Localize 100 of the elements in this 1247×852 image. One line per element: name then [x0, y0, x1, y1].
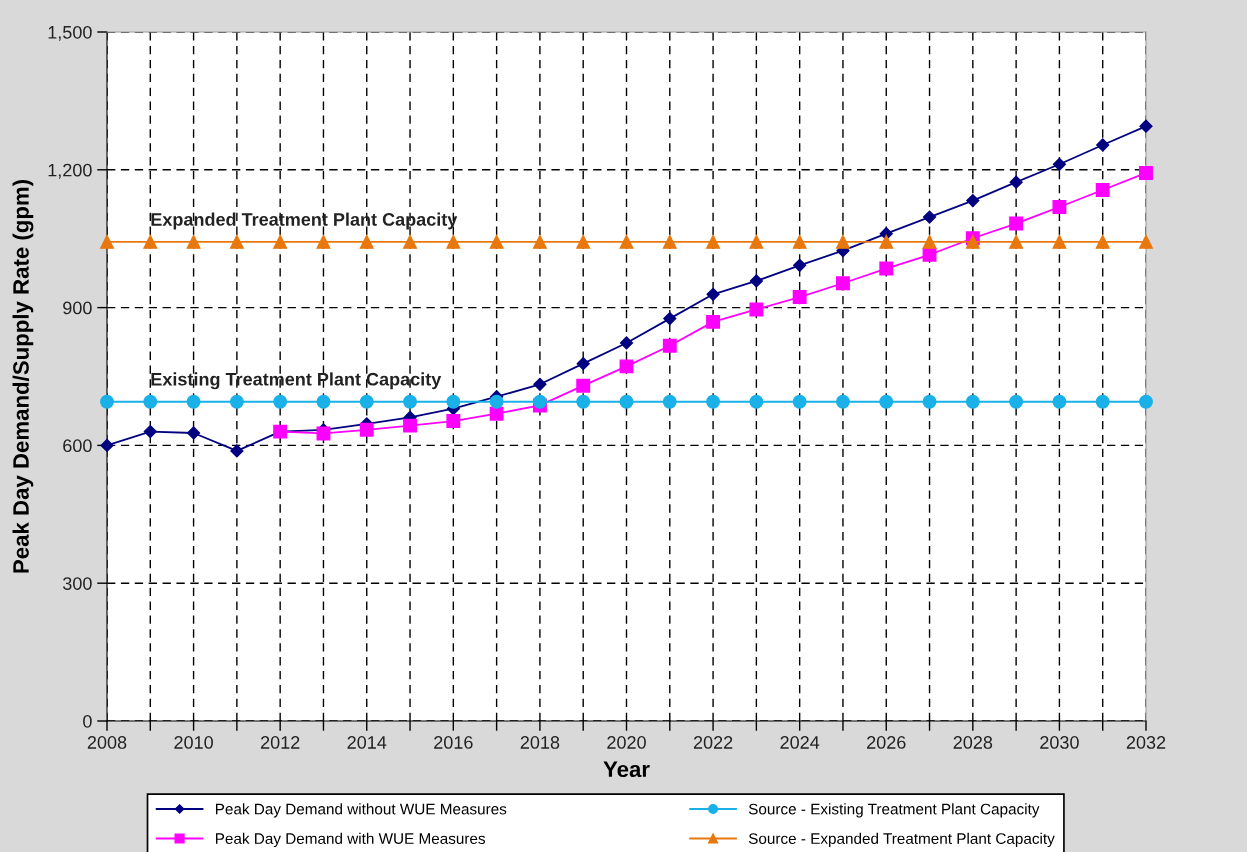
point	[836, 234, 850, 249]
point	[922, 210, 937, 224]
point	[1139, 166, 1153, 180]
point	[229, 234, 244, 249]
point	[532, 394, 547, 409]
point	[316, 394, 331, 409]
point	[576, 234, 591, 249]
point	[619, 336, 634, 350]
point	[576, 394, 591, 409]
point	[792, 394, 807, 409]
point	[186, 394, 201, 409]
point	[489, 234, 504, 249]
annotation: Existing Treatment Plant Capacity	[151, 372, 442, 390]
point	[836, 394, 850, 409]
point	[749, 274, 763, 288]
x-tick-label: 2026	[867, 736, 906, 749]
point	[1052, 234, 1067, 249]
point	[273, 234, 288, 249]
point	[749, 394, 764, 409]
point	[446, 414, 461, 429]
point	[706, 314, 721, 329]
point	[100, 394, 114, 409]
point	[532, 234, 547, 249]
x-tick-label: 2020	[607, 736, 646, 749]
y-tick-label: 300	[62, 577, 92, 590]
point	[489, 394, 504, 409]
point	[1009, 234, 1024, 249]
point	[229, 394, 244, 409]
x-tick-label: 2032	[1126, 736, 1166, 749]
y-tick-label: 600	[63, 439, 92, 453]
x-tick-label: 2018	[520, 736, 560, 749]
point	[1052, 200, 1067, 214]
point	[359, 394, 374, 409]
point	[792, 290, 807, 304]
x-tick-label: 2028	[953, 736, 993, 749]
point	[576, 357, 590, 371]
x-tick-label: 2022	[693, 736, 733, 749]
point	[359, 422, 374, 437]
x-tick-label: 2016	[434, 736, 473, 749]
legend-label: Peak Day Demand without WUE Measures	[215, 803, 507, 818]
point	[446, 234, 461, 249]
legend-label: Source - Existing Treatment Plant Capacity	[748, 803, 1040, 818]
x-tick-label: 2014	[347, 736, 387, 749]
point	[403, 394, 417, 409]
legend-label: Peak Day Demand with WUE Measures	[215, 832, 486, 848]
x-axis-title: Year	[603, 761, 650, 778]
point	[446, 394, 461, 409]
point	[966, 193, 980, 208]
point	[186, 426, 201, 440]
y-tick-label: 1,500	[48, 25, 92, 41]
y-tick-label: 0	[83, 714, 92, 728]
point	[662, 338, 677, 353]
point	[1009, 394, 1024, 409]
point	[922, 234, 937, 249]
point	[965, 394, 980, 409]
point	[1139, 119, 1153, 133]
point	[879, 234, 894, 249]
point	[1095, 394, 1110, 409]
point	[749, 234, 764, 249]
point	[403, 418, 417, 433]
x-tick-label: 2024	[780, 736, 820, 749]
y-tick-label: 1,200	[48, 163, 92, 179]
point	[619, 234, 634, 249]
point	[1009, 175, 1023, 189]
annotation: Expanded Treatment Plant Capacity	[151, 212, 458, 230]
x-tick-label: 2030	[1040, 736, 1079, 749]
point	[1009, 216, 1024, 231]
point	[143, 425, 157, 439]
x-tick-label: 2010	[174, 736, 213, 749]
point	[1139, 234, 1153, 249]
point	[489, 406, 504, 421]
point	[1139, 394, 1153, 409]
point	[619, 359, 634, 374]
point	[619, 394, 634, 409]
point	[1096, 138, 1110, 152]
point	[793, 258, 807, 272]
point	[533, 377, 547, 391]
point	[100, 234, 114, 249]
point	[1095, 183, 1110, 197]
point	[792, 234, 807, 249]
point	[879, 261, 894, 276]
point	[706, 234, 721, 249]
point	[143, 394, 158, 409]
x-tick-label: 2012	[260, 736, 300, 749]
point	[1052, 157, 1067, 171]
point	[1052, 394, 1067, 409]
point	[836, 276, 850, 291]
point	[273, 394, 288, 409]
point	[706, 287, 720, 301]
point	[316, 234, 331, 249]
point	[186, 234, 201, 249]
legend-label: Source - Expanded Treatment Plant Capacity	[748, 832, 1055, 848]
point	[359, 234, 374, 249]
point	[403, 234, 417, 249]
point	[922, 394, 937, 409]
point	[143, 234, 158, 249]
point	[663, 312, 677, 326]
point	[576, 378, 591, 393]
y-axis-title: Peak Day Demand/Supply Rate (gpm)	[12, 180, 34, 573]
point	[230, 444, 244, 458]
